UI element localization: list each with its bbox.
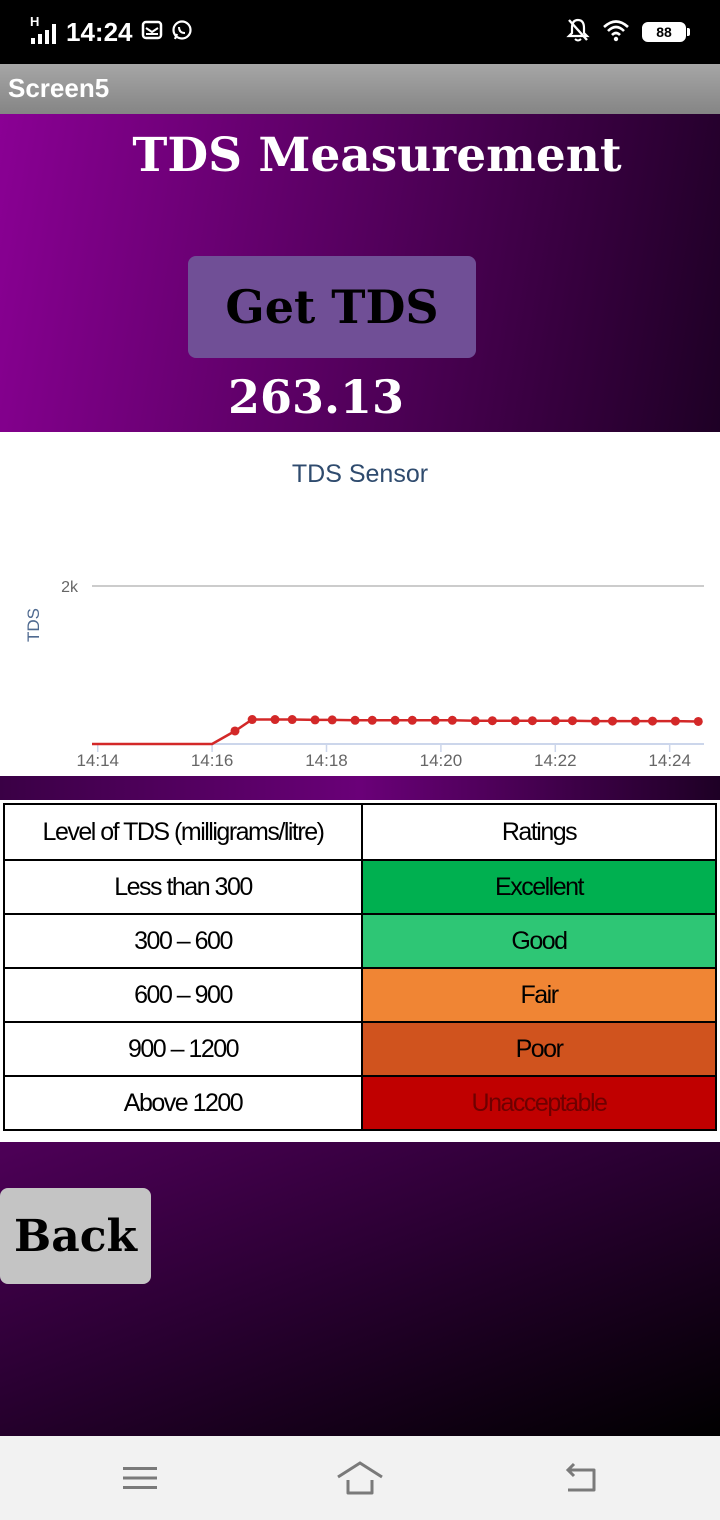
chart-data-point — [487, 716, 497, 726]
tds-rating-table-container: Level of TDS (milligrams/litre) Ratings … — [0, 800, 720, 1142]
chart-data-point — [670, 716, 680, 726]
chart-data-point — [607, 716, 617, 726]
mail-icon — [141, 19, 163, 46]
chart-series — [92, 715, 703, 746]
chart-data-point — [630, 716, 640, 726]
rating-cell: Excellent — [361, 859, 717, 915]
chart-data-point — [510, 716, 520, 726]
screen-title: Screen5 — [8, 73, 110, 103]
chart-data-point — [693, 716, 703, 726]
chart-data-point — [350, 715, 360, 725]
chart-data-point — [367, 715, 377, 725]
back-button[interactable]: Back — [0, 1188, 151, 1284]
tds-value: 263.13 — [228, 370, 405, 424]
chart-data-point — [310, 715, 320, 725]
chart-data-point — [390, 715, 400, 725]
table-row: 600 – 900 Fair — [3, 967, 717, 1023]
home-icon[interactable] — [330, 1454, 390, 1502]
chart-x-tick-label: 14:16 — [191, 751, 234, 770]
chart-data-point — [567, 716, 577, 726]
battery-tip — [687, 28, 690, 36]
battery-body: 88 — [642, 22, 686, 42]
wifi-icon — [602, 18, 630, 47]
table-header-row: Level of TDS (milligrams/litre) Ratings — [3, 803, 717, 861]
level-cell: 600 – 900 — [3, 967, 363, 1023]
chart-title: TDS Sensor — [292, 460, 428, 488]
chart-data-point — [430, 715, 440, 725]
chart-y-axis-label: TDS — [24, 608, 43, 642]
chart-data-point — [287, 715, 297, 725]
rating-cell: Poor — [361, 1021, 717, 1077]
bottom-area: Back — [0, 1142, 720, 1436]
battery-level: 88 — [656, 24, 672, 40]
status-bar: H 14:24 88 — [0, 0, 720, 64]
measurement-header: TDS Measurement Get TDS 263.13 — [0, 114, 720, 432]
back-arrow-icon[interactable] — [550, 1454, 610, 1502]
table-row: 300 – 600 Good — [3, 913, 717, 969]
status-right: 88 — [566, 16, 690, 48]
header-level: Level of TDS (milligrams/litre) — [3, 803, 363, 861]
status-left: H 14:24 — [30, 14, 193, 48]
level-cell: 900 – 1200 — [3, 1021, 363, 1077]
rating-cell: Good — [361, 913, 717, 969]
chart-data-point — [230, 726, 240, 736]
rating-cell: Unacceptable — [361, 1075, 717, 1131]
menu-icon[interactable] — [110, 1454, 170, 1502]
divider-strip — [0, 776, 720, 800]
chart-data-point — [590, 716, 600, 726]
bell-off-icon — [566, 17, 590, 48]
chart-x-ticks: 14:14 14:16 14:18 14:20 14:22 14:24 — [76, 744, 691, 770]
status-time: 14:24 — [66, 16, 133, 47]
chart-x-tick-label: 14:18 — [305, 751, 348, 770]
level-cell: Less than 300 — [3, 859, 363, 915]
chart-data-point — [527, 716, 537, 726]
page-title: TDS Measurement — [132, 128, 622, 183]
chart-data-point — [407, 715, 417, 725]
chart-x-tick-label: 14:14 — [76, 751, 119, 770]
header-ratings: Ratings — [361, 803, 717, 861]
get-tds-button-label: Get TDS — [225, 280, 439, 334]
battery-icon: 88 — [642, 22, 690, 42]
signal-icon: H — [30, 14, 58, 46]
table-row: Above 1200 Unacceptable — [3, 1075, 717, 1131]
system-nav-bar — [0, 1436, 720, 1520]
chart-data-point — [270, 715, 280, 725]
whatsapp-icon — [171, 19, 193, 46]
chart-data-point — [327, 715, 337, 725]
level-cell: Above 1200 — [3, 1075, 363, 1131]
network-type: H — [30, 14, 40, 29]
back-button-label: Back — [14, 1210, 137, 1262]
chart-y-tick-label: 2k — [61, 579, 79, 596]
tds-rating-table: Level of TDS (milligrams/litre) Ratings … — [3, 803, 717, 1131]
chart-data-point — [447, 715, 457, 725]
chart-y-ticks: 2k — [61, 579, 79, 596]
table-row: 900 – 1200 Poor — [3, 1021, 717, 1077]
chart-svg: TDS Sensor TDS 2k 14:14 14:16 14:18 14:20 14… — [24, 460, 704, 770]
rating-cell: Fair — [361, 967, 717, 1023]
level-cell: 300 – 600 — [3, 913, 363, 969]
chart-x-tick-label: 14:24 — [648, 751, 691, 770]
app-title-bar: Screen5 — [0, 64, 720, 114]
chart-data-point — [648, 716, 658, 726]
chart-x-tick-label: 14:22 — [534, 751, 577, 770]
chart-data-point — [247, 715, 257, 725]
chart-data-point — [550, 716, 560, 726]
get-tds-button[interactable]: Get TDS — [188, 256, 476, 358]
chart-data-point — [470, 716, 480, 726]
table-row: Less than 300 Excellent — [3, 859, 717, 915]
tds-chart: TDS Sensor TDS 2k 14:14 14:16 14:18 14:20 14… — [0, 432, 720, 776]
chart-x-tick-label: 14:20 — [420, 751, 463, 770]
